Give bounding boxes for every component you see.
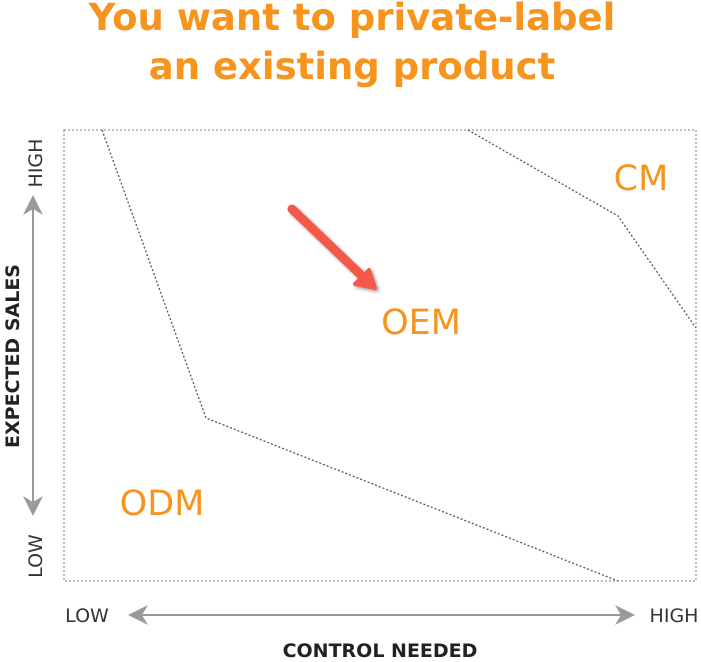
y-axis-title: EXPECTED SALES: [2, 264, 24, 448]
x-high-label: HIGH: [650, 605, 699, 627]
x-low-label: LOW: [65, 605, 109, 627]
y-low-label: LOW: [25, 534, 47, 578]
pointer-arrow: [287, 204, 377, 290]
x-axis-title: CONTROL NEEDED: [283, 640, 478, 662]
y-high-label: HIGH: [25, 139, 47, 188]
title-line-2: an existing product: [149, 45, 556, 88]
oem-cm-boundary: [467, 129, 697, 329]
plot-frame: [63, 129, 697, 582]
zone-oem-label: OEM: [381, 303, 461, 343]
odm-oem-boundary: [101, 129, 619, 582]
zone-odm-label: ODM: [120, 484, 205, 524]
title-line-1: You want to private-label: [88, 0, 616, 39]
zone-cm-label: CM: [614, 159, 669, 199]
